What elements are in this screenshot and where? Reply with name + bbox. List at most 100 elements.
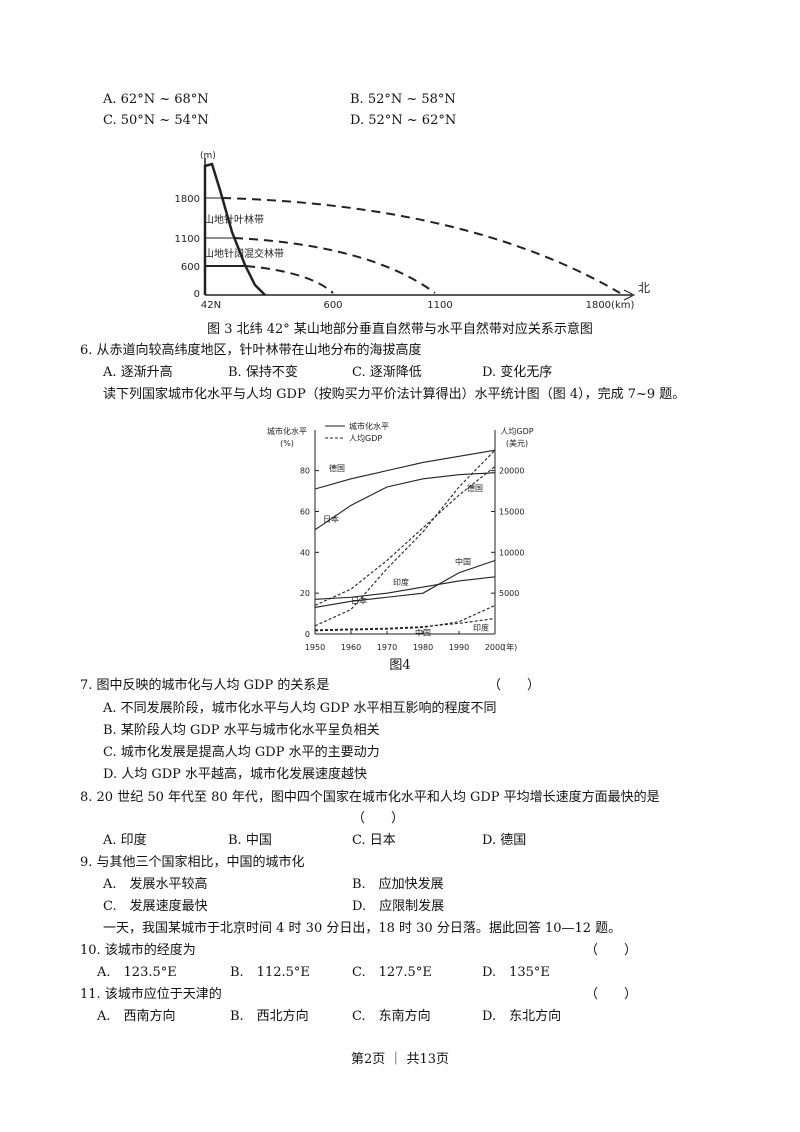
y-axis-unit: (%) (280, 439, 294, 448)
figure-caption: 图 3 北纬 42° 某山地部分垂直自然带与水平自然带对应关系示意图 (207, 322, 593, 337)
series-line (314, 449, 496, 627)
series-line (314, 559, 496, 608)
option: A. 123.5°E (97, 965, 177, 980)
y2-tick-label: 20000 (499, 467, 524, 476)
dashed-curve (233, 237, 436, 294)
option: A. 62°N ~ 68°N (103, 92, 209, 107)
option: B. 保持不变 (228, 365, 298, 380)
figure-caption: 图4 (389, 658, 411, 673)
option: C. 发展速度最快 (103, 899, 208, 914)
y2-tick-label: 5000 (499, 589, 519, 598)
instruction: 一天，我国某城市于北京时间 4 时 30 分日出，18 时 30 分日落。据此回… (103, 921, 622, 936)
x-label: 600 (323, 300, 342, 311)
option: C. 50°N ~ 54°N (103, 113, 209, 128)
option: B. 中国 (228, 833, 272, 848)
option: A. 不同发展阶段，城市化水平与人均 GDP 水平相互影响的程度不同 (103, 701, 497, 716)
series-line (314, 576, 496, 600)
option: C. 127.5°E (352, 965, 432, 980)
series-label: 日本 (323, 514, 339, 524)
option: D. 德国 (482, 833, 527, 848)
option: D. 应限制发展 (352, 899, 445, 914)
question: 7. 图中反映的城市化与人均 GDP 的关系是 (80, 678, 330, 693)
question: 6. 从赤道向较高纬度地区，针叶林带在山地分布的海拔高度 (80, 343, 422, 358)
question: 11. 该城市应位于天津的 (80, 987, 222, 1002)
instruction: 读下列国家城市化水平与人均 GDP（按购买力平价法计算得出）水平统计图（图 4）… (103, 387, 686, 402)
x-tick-label: 2000 (485, 643, 505, 652)
y-label: 600 (181, 262, 200, 273)
legend-label: 城市化水平 (349, 421, 389, 431)
option: B. 52°N ~ 58°N (350, 92, 456, 107)
x-label: 1100 (427, 300, 452, 311)
question: 8. 20 世纪 50 年代至 80 年代，图中四个国家在城市化水平和人均 GD… (80, 790, 660, 805)
series-line (314, 449, 496, 490)
option: C. 逐渐降低 (352, 365, 422, 380)
y-tick-label: 20 (300, 589, 310, 598)
arrow (623, 289, 636, 301)
option: A. 逐渐升高 (103, 365, 173, 380)
option: A. 印度 (103, 833, 147, 848)
option: B. 西北方向 (230, 1009, 309, 1024)
series-label: 中国 (455, 557, 471, 567)
dashed-curve (221, 197, 621, 294)
question: 10. 该城市的经度为 (80, 943, 196, 958)
x-tick-label: 1990 (449, 643, 469, 652)
y-tick-label: 80 (300, 467, 310, 476)
answer-blank: （ ） (352, 811, 405, 826)
series-line (314, 604, 496, 632)
band-label: 山地针阔混交林带 (204, 247, 284, 260)
page-footer: 第2页 ｜ 共13页 (350, 1052, 450, 1067)
x-axis-unit: (年) (503, 642, 517, 652)
series-line (314, 472, 496, 531)
option: D. 人均 GDP 水平越高，城市化发展速度越快 (103, 767, 368, 782)
y2-axis-label: 人均GDP (500, 426, 533, 436)
axis-unit: (m) (200, 151, 216, 161)
y-tick-label: 40 (300, 548, 310, 557)
series-label: 中国 (415, 627, 431, 637)
series-line (314, 617, 496, 631)
y-axis-label: 城市化水平 (267, 426, 307, 436)
x-tick-label: 1970 (377, 643, 397, 652)
option: B. 某阶段人均 GDP 水平与城市化水平呈负相关 (103, 723, 380, 738)
option: B. 112.5°E (230, 965, 310, 980)
x-label: 42N (201, 300, 221, 311)
option: D. 变化无序 (482, 365, 553, 380)
series-label: 德国 (329, 463, 345, 473)
option: D. 135°E (482, 965, 550, 980)
y-label: 1100 (175, 234, 200, 245)
y2-axis-unit: (美元) (506, 438, 528, 448)
answer-blank: （ ） (488, 678, 541, 693)
option: B. 应加快发展 (352, 877, 444, 892)
legend-label: 人均GDP (349, 433, 382, 443)
y-tick-label: 0 (305, 630, 310, 639)
mountain (203, 162, 266, 296)
series-label: 印度 (473, 622, 489, 632)
series-label: 德国 (467, 483, 483, 493)
y2-tick-label: 15000 (499, 507, 524, 516)
question: 9. 与其他三个国家相比，中国的城市化 (80, 855, 305, 870)
option: C. 城市化发展是提高人均 GDP 水平的主要动力 (103, 745, 380, 760)
band-label: 山地针叶林带 (204, 213, 264, 226)
y-label: 1800 (175, 194, 200, 205)
x-label: 1800(km) (586, 300, 635, 311)
option: A. 西南方向 (97, 1009, 176, 1024)
figure-3: (m) 1800 1100 600 0 42N 600 1100 1800(km… (175, 151, 650, 311)
y-tick-label: 60 (300, 507, 310, 516)
answer-blank: （ ） (585, 987, 638, 1002)
series-label: 印度 (393, 577, 409, 587)
direction-label: 北 (638, 281, 650, 295)
series-label: 日本 (351, 595, 367, 605)
option: D. 东北方向 (482, 1009, 562, 1024)
y-label: 0 (194, 289, 200, 300)
y2-tick-label: 10000 (499, 548, 524, 557)
x-tick-label: 1960 (341, 643, 361, 652)
option: A. 发展水平较高 (103, 877, 208, 892)
answer-blank: （ ） (585, 943, 638, 958)
series-line (314, 466, 496, 606)
x-tick-label: 1980 (413, 643, 433, 652)
option: C. 日本 (352, 833, 396, 848)
option: D. 52°N ~ 62°N (350, 113, 457, 128)
x-tick-label: 1950 (305, 643, 325, 652)
option: C. 东南方向 (352, 1009, 431, 1024)
